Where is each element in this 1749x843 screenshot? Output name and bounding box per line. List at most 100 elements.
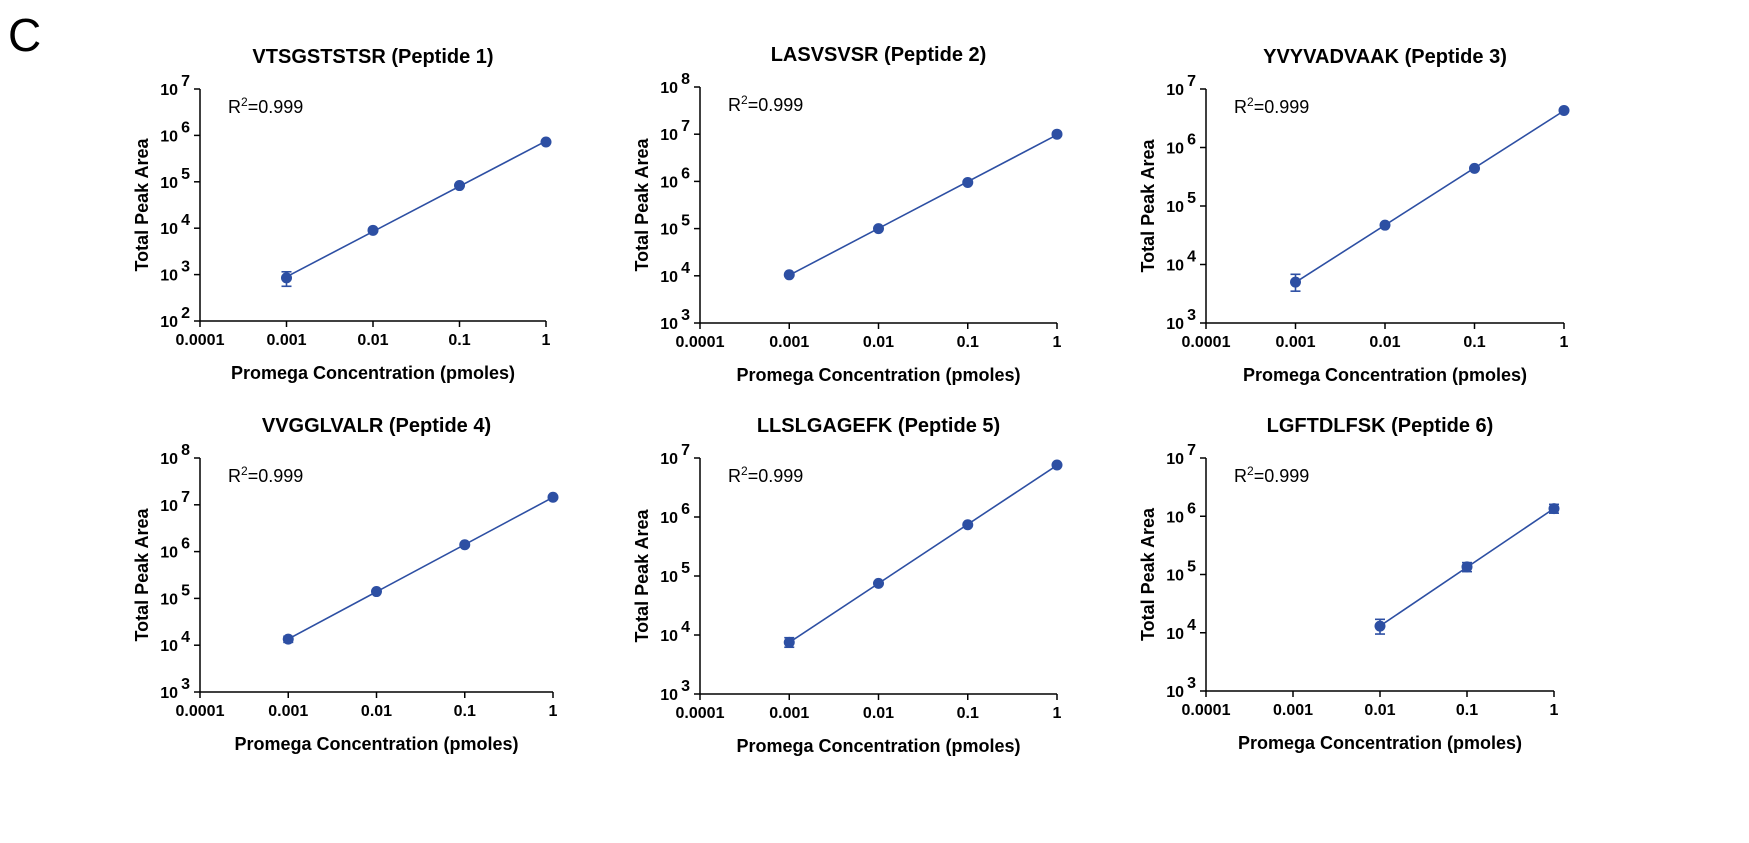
y-tick-exponent: 3 [181, 676, 190, 693]
y-tick-label: 10 [160, 685, 178, 702]
data-point [783, 269, 795, 281]
x-tick-label: 0.001 [769, 334, 809, 351]
fit-line [788, 134, 1058, 276]
y-tick-label: 10 [160, 638, 178, 655]
data-point [371, 586, 382, 598]
data-point [1461, 561, 1473, 573]
r-squared-annotation: R2=0.999 [728, 93, 803, 115]
chart-panel-5: LLSLGAGEFK (Peptide 5) 0.0001 0.001 0.01 0.1… [632, 415, 1063, 756]
chart-title: YVYVADVAAK (Peptide 3) [1263, 46, 1507, 68]
y-tick-exponent: 4 [181, 212, 190, 229]
y-tick-label: 10 [660, 316, 678, 333]
y-axis-label: Total Peak Area [132, 137, 152, 271]
y-tick-label: 10 [1166, 626, 1184, 643]
y-tick-exponent: 5 [181, 166, 190, 183]
y-tick-exponent: 4 [1187, 249, 1196, 266]
y-axis-label: Total Peak Area [632, 508, 652, 642]
x-axis-label: Promega Concentration (pmoles) [736, 736, 1020, 756]
data-point [1051, 128, 1063, 140]
x-tick-label: 0.001 [769, 705, 809, 722]
r-squared-annotation: R2=0.999 [228, 464, 303, 486]
x-tick-label: 0.01 [1369, 334, 1400, 351]
y-axis-label: Total Peak Area [632, 137, 652, 271]
r-squared-annotation: R2=0.999 [728, 464, 803, 486]
x-tick-label: 0.0001 [176, 703, 225, 720]
x-tick-label: 0.1 [448, 332, 470, 349]
data-point [454, 180, 465, 192]
data-point [367, 224, 379, 236]
data-point [459, 539, 471, 551]
x-axis-label: Promega Concentration (pmoles) [231, 363, 515, 383]
y-tick-label: 10 [1166, 509, 1184, 526]
y-tick-label: 10 [1166, 684, 1184, 701]
x-tick-label: 1 [1560, 334, 1569, 351]
x-axis-label: Promega Concentration (pmoles) [1243, 365, 1527, 385]
x-tick-label: 0.0001 [676, 334, 725, 351]
y-tick-label: 10 [1166, 258, 1184, 275]
data-point [962, 176, 974, 188]
chart-title: LASVSVSR (Peptide 2) [771, 44, 987, 66]
data-point [547, 491, 559, 503]
fit-line [286, 140, 547, 278]
y-tick-exponent: 7 [181, 73, 190, 90]
chart-panel-6: LGFTDLFSK (Peptide 6) 0.0001 0.001 0.01 0.1 1… [1138, 415, 1560, 753]
y-tick-label: 10 [660, 451, 678, 468]
y-tick-exponent: 8 [681, 71, 690, 88]
y-tick-label: 10 [660, 127, 678, 144]
x-tick-label: 1 [1053, 334, 1062, 351]
y-tick-exponent: 3 [681, 678, 690, 695]
x-tick-label: 0.01 [863, 705, 894, 722]
chart-panel-3: YVYVADVAAK (Peptide 3) 0.0001 0.001 0.01 0.1… [1138, 46, 1570, 385]
y-tick-label: 10 [160, 175, 178, 192]
x-tick-label: 0.0001 [1182, 334, 1231, 351]
chart-panel-4: VVGGLVALR (Peptide 4) 0.0001 0.001 0.01 0.1 1… [132, 415, 559, 754]
y-tick-exponent: 7 [181, 489, 190, 506]
y-tick-label: 10 [1166, 141, 1184, 158]
y-tick-exponent: 5 [1187, 559, 1196, 576]
data-point [873, 577, 884, 589]
x-tick-label: 0.0001 [176, 332, 225, 349]
y-tick-exponent: 6 [1187, 500, 1196, 517]
y-tick-label: 10 [160, 498, 178, 515]
r-squared-annotation: R2=0.999 [1234, 95, 1309, 117]
y-tick-exponent: 5 [681, 560, 690, 577]
y-tick-label: 10 [660, 569, 678, 586]
x-tick-label: 1 [542, 332, 551, 349]
chart-title: VTSGSTSTSR (Peptide 1) [252, 46, 493, 68]
y-tick-exponent: 3 [181, 259, 190, 276]
fit-line [287, 496, 554, 640]
y-tick-exponent: 6 [681, 501, 690, 518]
y-tick-exponent: 5 [181, 582, 190, 599]
data-point [282, 633, 294, 645]
y-tick-exponent: 3 [681, 307, 690, 324]
y-axis-label: Total Peak Area [1138, 138, 1158, 272]
y-tick-exponent: 5 [681, 213, 690, 230]
data-point [873, 223, 884, 235]
chart-panel-2: LASVSVSR (Peptide 2) 0.0001 0.001 0.01 0.1 1 1… [632, 44, 1063, 385]
y-axis-label: Total Peak Area [1138, 507, 1158, 641]
x-tick-label: 1 [1550, 702, 1559, 719]
x-tick-label: 0.0001 [1182, 702, 1231, 719]
y-tick-exponent: 3 [1187, 675, 1196, 692]
y-tick-exponent: 7 [1187, 73, 1196, 90]
y-tick-label: 10 [160, 268, 178, 285]
data-point [1379, 219, 1391, 231]
x-tick-label: 0.001 [266, 332, 306, 349]
y-tick-exponent: 4 [681, 619, 690, 636]
x-axis-label: Promega Concentration (pmoles) [1238, 733, 1522, 753]
x-tick-label: 0.01 [1364, 702, 1395, 719]
data-point [1469, 162, 1480, 174]
y-tick-label: 10 [1166, 199, 1184, 216]
x-tick-label: 1 [549, 703, 558, 720]
data-point [281, 272, 292, 284]
x-tick-label: 0.1 [1463, 334, 1485, 351]
r-squared-annotation: R2=0.999 [228, 95, 303, 117]
y-tick-label: 10 [1166, 82, 1184, 99]
y-tick-label: 10 [660, 222, 678, 239]
r-squared-annotation: R2=0.999 [1234, 464, 1309, 486]
data-point [1558, 104, 1570, 116]
chart-title: LGFTDLFSK (Peptide 6) [1267, 415, 1494, 437]
y-tick-exponent: 7 [1187, 442, 1196, 459]
x-tick-label: 0.001 [1275, 334, 1315, 351]
